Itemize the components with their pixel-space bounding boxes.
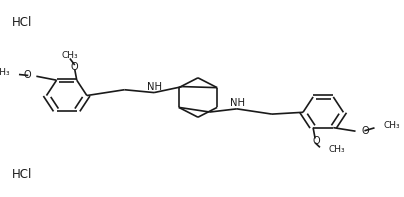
Text: CH₃: CH₃ bbox=[0, 68, 10, 77]
Text: NH: NH bbox=[147, 82, 162, 92]
Text: HCl: HCl bbox=[12, 168, 32, 181]
Text: O: O bbox=[361, 126, 369, 136]
Text: CH₃: CH₃ bbox=[384, 121, 400, 130]
Text: O: O bbox=[312, 136, 320, 146]
Text: NH: NH bbox=[230, 98, 245, 108]
Text: CH₃: CH₃ bbox=[61, 51, 78, 60]
Text: O: O bbox=[70, 62, 78, 72]
Text: CH₃: CH₃ bbox=[328, 145, 345, 154]
Text: O: O bbox=[23, 70, 31, 80]
Text: HCl: HCl bbox=[12, 16, 32, 29]
